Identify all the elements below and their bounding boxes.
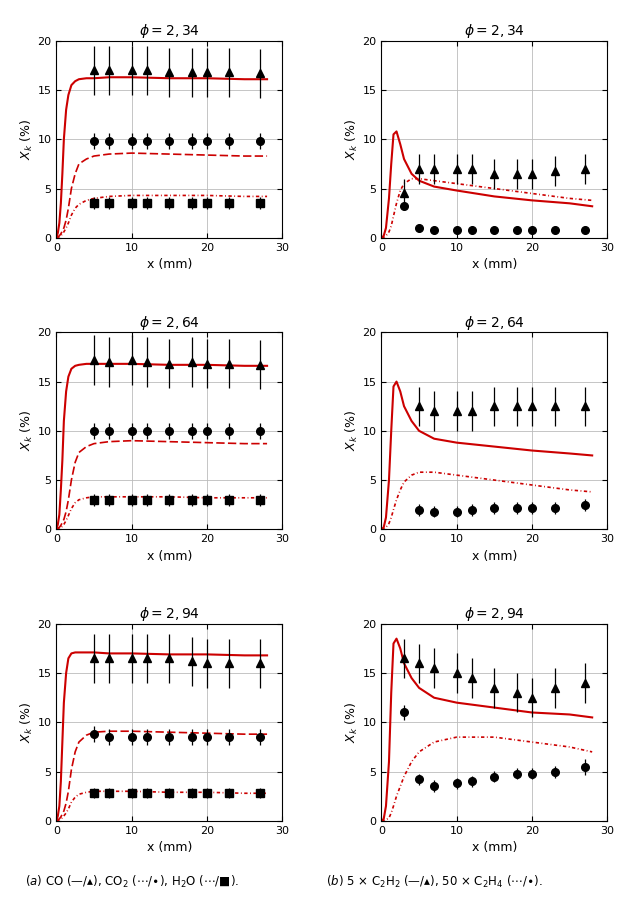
Y-axis label: $X_k$ (%): $X_k$ (%) bbox=[344, 410, 360, 452]
X-axis label: x (mm): x (mm) bbox=[471, 550, 517, 562]
X-axis label: x (mm): x (mm) bbox=[146, 842, 192, 854]
Y-axis label: $X_k$ (%): $X_k$ (%) bbox=[344, 119, 360, 160]
Text: $\mathit{(a)}$ CO ($\mathbf{—}$/$\blacktriangle$), CO$_2$ ($\cdots$/$\bullet$), : $\mathit{(a)}$ CO ($\mathbf{—}$/$\blackt… bbox=[25, 873, 239, 890]
Y-axis label: $X_k$ (%): $X_k$ (%) bbox=[19, 702, 34, 743]
Y-axis label: $X_k$ (%): $X_k$ (%) bbox=[19, 410, 34, 452]
Title: $\phi = 2,34$: $\phi = 2,34$ bbox=[464, 23, 525, 40]
Text: $\mathit{(b)}$ 5 $\times$ C$_2$H$_2$ ($\mathbf{—}$/$\blacktriangle$), 50 $\times: $\mathit{(b)}$ 5 $\times$ C$_2$H$_2$ ($\… bbox=[326, 873, 542, 890]
X-axis label: x (mm): x (mm) bbox=[471, 258, 517, 271]
X-axis label: x (mm): x (mm) bbox=[146, 258, 192, 271]
X-axis label: x (mm): x (mm) bbox=[471, 842, 517, 854]
Y-axis label: $X_k$ (%): $X_k$ (%) bbox=[19, 119, 34, 160]
Title: $\phi = 2,94$: $\phi = 2,94$ bbox=[139, 605, 200, 623]
Title: $\phi = 2,64$: $\phi = 2,64$ bbox=[139, 314, 200, 332]
X-axis label: x (mm): x (mm) bbox=[146, 550, 192, 562]
Y-axis label: $X_k$ (%): $X_k$ (%) bbox=[344, 702, 360, 743]
Title: $\phi = 2,64$: $\phi = 2,64$ bbox=[464, 314, 525, 332]
Title: $\phi = 2,34$: $\phi = 2,34$ bbox=[139, 23, 200, 40]
Title: $\phi = 2,94$: $\phi = 2,94$ bbox=[464, 605, 525, 623]
